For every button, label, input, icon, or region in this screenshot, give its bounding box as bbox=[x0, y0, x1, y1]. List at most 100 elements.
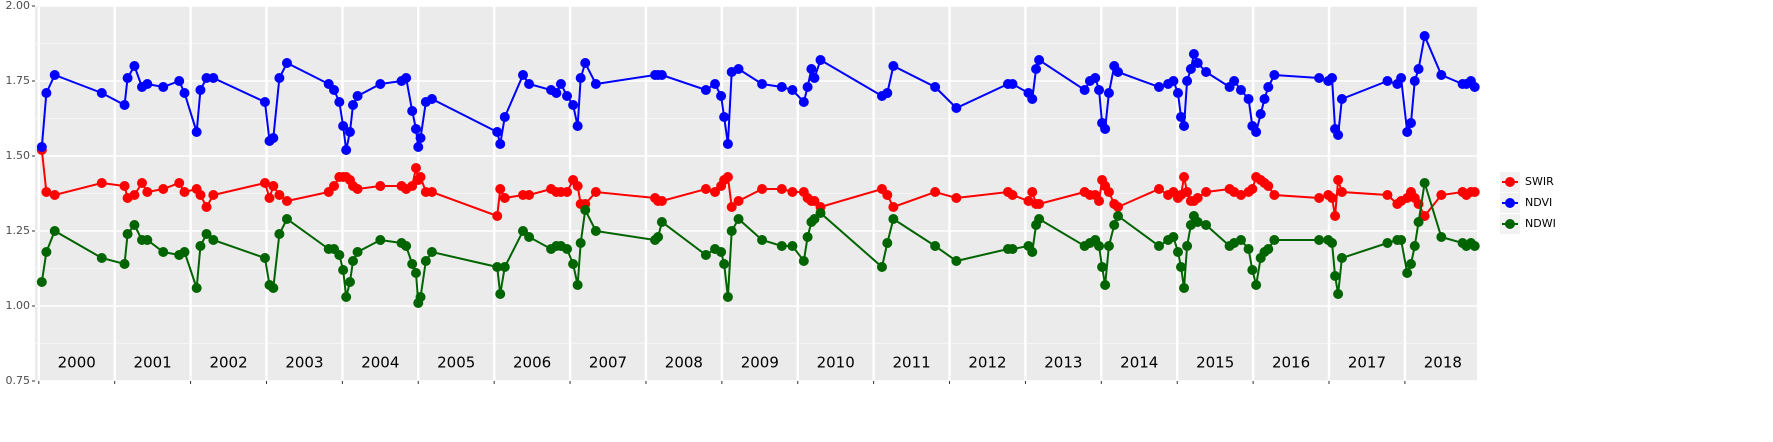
point bbox=[36, 277, 47, 287]
point bbox=[716, 91, 727, 101]
point bbox=[1185, 64, 1196, 74]
point bbox=[1419, 211, 1430, 221]
point bbox=[590, 226, 601, 236]
year-label: 2001 bbox=[134, 354, 172, 372]
point bbox=[137, 178, 148, 188]
point bbox=[347, 100, 358, 110]
point bbox=[1201, 220, 1212, 230]
point bbox=[1090, 73, 1101, 83]
point bbox=[1247, 265, 1258, 275]
point bbox=[1333, 175, 1344, 185]
point bbox=[122, 229, 133, 239]
point bbox=[656, 217, 667, 227]
point bbox=[401, 73, 412, 83]
point bbox=[700, 85, 711, 95]
point bbox=[1192, 193, 1203, 203]
point bbox=[259, 253, 270, 263]
point bbox=[1154, 82, 1165, 92]
point bbox=[716, 247, 727, 257]
point bbox=[1469, 241, 1480, 251]
point bbox=[1182, 241, 1193, 251]
point bbox=[179, 187, 190, 197]
point bbox=[1436, 232, 1447, 242]
point bbox=[1263, 244, 1274, 254]
point bbox=[580, 205, 591, 215]
point bbox=[119, 100, 130, 110]
point bbox=[1396, 73, 1407, 83]
y-tick-label: 1.00 bbox=[6, 299, 31, 312]
point bbox=[572, 280, 583, 290]
point bbox=[352, 184, 363, 194]
point bbox=[1176, 112, 1187, 122]
point bbox=[876, 262, 887, 272]
point bbox=[930, 241, 941, 251]
point bbox=[882, 238, 893, 248]
point bbox=[495, 289, 506, 299]
point bbox=[656, 70, 667, 80]
point bbox=[1469, 187, 1480, 197]
point bbox=[1382, 76, 1393, 86]
point bbox=[802, 82, 813, 92]
legend-point bbox=[1505, 219, 1515, 229]
point bbox=[776, 184, 787, 194]
point bbox=[1113, 202, 1124, 212]
point bbox=[201, 229, 212, 239]
point bbox=[1179, 121, 1190, 131]
point bbox=[575, 73, 586, 83]
point bbox=[1336, 94, 1347, 104]
point bbox=[562, 91, 573, 101]
point bbox=[1109, 220, 1120, 230]
year-label: 2012 bbox=[968, 354, 1006, 372]
point bbox=[208, 73, 219, 83]
point bbox=[1327, 238, 1338, 248]
year-label: 2015 bbox=[1196, 354, 1234, 372]
point bbox=[420, 256, 431, 266]
point bbox=[413, 142, 424, 152]
point bbox=[1235, 235, 1246, 245]
point bbox=[407, 181, 418, 191]
point bbox=[1113, 211, 1124, 221]
point bbox=[1402, 268, 1413, 278]
point bbox=[142, 79, 153, 89]
point bbox=[1103, 187, 1114, 197]
point bbox=[259, 178, 270, 188]
point bbox=[208, 190, 219, 200]
point bbox=[1382, 238, 1393, 248]
point bbox=[158, 184, 169, 194]
legend-label: NDWI bbox=[1525, 217, 1556, 230]
point bbox=[1235, 190, 1246, 200]
point bbox=[495, 184, 506, 194]
point bbox=[1094, 85, 1105, 95]
point bbox=[1179, 172, 1190, 182]
point bbox=[1336, 253, 1347, 263]
point bbox=[700, 250, 711, 260]
point bbox=[798, 256, 809, 266]
point bbox=[518, 226, 529, 236]
point bbox=[568, 100, 579, 110]
point bbox=[1382, 190, 1393, 200]
point bbox=[344, 277, 355, 287]
point bbox=[49, 70, 60, 80]
point bbox=[36, 142, 47, 152]
point bbox=[1419, 178, 1430, 188]
year-label: 2014 bbox=[1120, 354, 1158, 372]
point bbox=[1396, 235, 1407, 245]
point bbox=[1034, 214, 1045, 224]
point bbox=[410, 124, 421, 134]
point bbox=[572, 121, 583, 131]
point bbox=[41, 247, 52, 257]
point bbox=[1103, 241, 1114, 251]
point bbox=[174, 76, 185, 86]
point bbox=[41, 187, 52, 197]
point bbox=[1243, 94, 1254, 104]
point bbox=[495, 139, 506, 149]
point bbox=[882, 190, 893, 200]
point bbox=[1269, 190, 1280, 200]
point bbox=[1314, 73, 1325, 83]
point bbox=[1031, 64, 1042, 74]
point bbox=[122, 73, 133, 83]
point bbox=[518, 70, 529, 80]
point bbox=[1079, 85, 1090, 95]
point bbox=[401, 241, 412, 251]
point bbox=[195, 190, 206, 200]
